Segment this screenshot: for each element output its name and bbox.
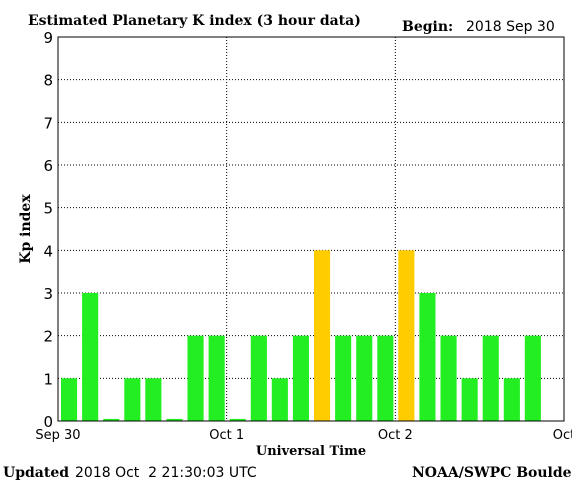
x-tick-label: Oct 1 [209, 428, 244, 443]
bars-group [61, 250, 541, 421]
updated-value: 2018 Oct 2 21:30:03 UTC [75, 465, 257, 481]
y-axis-label: Kp index [18, 194, 34, 264]
updated-label: Updated [3, 465, 69, 481]
kp-bar [82, 293, 99, 421]
plot-frame [57, 36, 565, 422]
kp-bar [314, 250, 331, 421]
kp-bar [250, 335, 267, 421]
y-tick-label: 4 [43, 242, 53, 260]
y-tick-label: 6 [43, 157, 53, 175]
y-tick-label: 2 [43, 328, 53, 346]
kp-bar [187, 335, 204, 421]
begin-date: 2018 Sep 30 [466, 19, 555, 35]
y-tick-label: 7 [43, 114, 53, 132]
data-source: NOAA/SWPC Boulder [412, 465, 572, 481]
kp-bar [440, 335, 457, 421]
kp-bar [377, 335, 394, 421]
kp-bar [482, 335, 499, 421]
kp-bar [419, 293, 436, 421]
x-axis-label: Universal Time [256, 444, 366, 459]
x-tick-label: Oct [553, 428, 572, 443]
kp-bar [398, 250, 415, 421]
begin-label: Begin: [402, 19, 453, 35]
kp-bar [145, 378, 162, 421]
kp-bar [335, 335, 352, 421]
y-tick-label: 5 [43, 200, 53, 218]
kp-bar [208, 335, 225, 421]
chart-title: Estimated Planetary K index (3 hour data… [28, 13, 361, 29]
kp-bar [292, 335, 309, 421]
y-tick-label: 1 [43, 370, 53, 388]
kp-bar [124, 378, 141, 421]
kp-bar [103, 418, 120, 421]
kp-bar [503, 378, 520, 421]
kp-bar [166, 418, 183, 421]
kp-bar [271, 378, 288, 421]
y-tick-label: 0 [43, 413, 53, 431]
y-tick-label: 9 [43, 29, 53, 47]
kp-bar [524, 335, 541, 421]
grid-lines [58, 37, 564, 421]
x-tick-label: Sep 30 [35, 428, 80, 443]
kp-bar [461, 378, 478, 421]
y-tick-label: 8 [43, 72, 53, 90]
x-tick-label: Oct 2 [378, 428, 413, 443]
kp-bar [229, 418, 246, 421]
x-tick-labels: Sep 30 Oct 1 Oct 2 Oct [35, 428, 572, 443]
kp-bar [356, 335, 373, 421]
y-tick-labels: 0 1 2 3 4 5 6 7 8 9 [43, 29, 53, 431]
kp-bar [61, 378, 78, 421]
y-tick-label: 3 [43, 285, 53, 303]
